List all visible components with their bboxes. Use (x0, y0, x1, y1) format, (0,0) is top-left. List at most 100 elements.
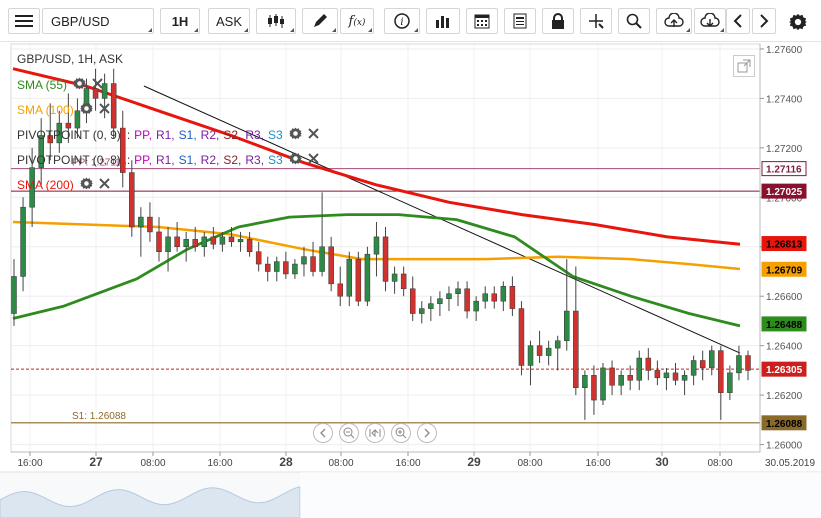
pivot-pp-label: PP: 1.27116 (72, 158, 127, 169)
price-tag-bg (761, 183, 807, 199)
candle-body (709, 350, 715, 369)
candle-body (255, 251, 262, 265)
candle (283, 251, 289, 279)
candle-body (156, 231, 162, 252)
close-icon[interactable] (98, 103, 110, 117)
candle-body (428, 303, 434, 309)
candle-body (47, 135, 53, 144)
candle-body (545, 347, 552, 356)
gear-icon[interactable] (79, 177, 93, 193)
menu-icon[interactable] (8, 8, 40, 34)
candle (654, 360, 661, 386)
candle (301, 246, 307, 277)
close-icon[interactable] (308, 153, 319, 167)
candle (310, 241, 316, 277)
close-icon[interactable] (98, 178, 110, 192)
candle (292, 259, 298, 279)
candle (709, 345, 715, 376)
price-tag-bg (761, 261, 807, 277)
settings-button[interactable] (786, 10, 810, 34)
time-tick-label: 08:00 (707, 458, 732, 469)
candle-body (74, 110, 81, 129)
candle (129, 160, 135, 237)
price-tag-bg (761, 361, 807, 377)
time-tick-label: 16:00 (585, 458, 610, 469)
calendar-button[interactable] (466, 8, 498, 34)
close-icon[interactable] (308, 128, 319, 142)
lock-icon (552, 13, 564, 29)
upload-button[interactable] (656, 8, 692, 34)
sma-200-line (12, 67, 741, 246)
price-tick-label: 1.26200 (766, 391, 803, 402)
candle-body (29, 167, 35, 208)
indicators-button[interactable]: f(x) (340, 8, 374, 34)
symbol-selector[interactable]: GBP/USD (42, 8, 154, 34)
time-tick-label: 27 (89, 455, 103, 469)
candle (636, 350, 643, 391)
candle (156, 217, 162, 262)
time-axis[interactable]: 16:00 27 08:00 16:00 28 08:00 16:00 29 08:00 16:0… (11, 451, 815, 469)
candle (464, 281, 470, 319)
gear-icon[interactable] (73, 77, 87, 93)
scroll-forward-button[interactable] (417, 423, 437, 443)
price-side-selector[interactable]: ASK (208, 8, 250, 34)
candle-body (582, 375, 588, 388)
chevron-left-icon (733, 14, 742, 28)
zoom-in-button[interactable] (391, 423, 411, 443)
price-tag-bg (761, 316, 807, 332)
candle (482, 286, 488, 309)
candle (428, 296, 434, 321)
timeframe-label: 1H (171, 13, 189, 29)
candle-body (237, 239, 244, 243)
legend-pivot-8: PIVOTPOINT (0, 8) : PP, R1, S1, R2, S2, R3, S3 (17, 152, 319, 168)
gear-icon[interactable] (288, 152, 302, 168)
candle-body (473, 300, 479, 312)
volume-button[interactable] (426, 8, 460, 34)
sma-200-label: SMA (200) (17, 178, 74, 192)
candle-body (147, 216, 153, 233)
candle-body (264, 263, 271, 272)
candle-body (446, 293, 452, 299)
price-tag: 1.26088 (761, 415, 807, 431)
lock-button[interactable] (542, 8, 574, 34)
expand-button[interactable] (733, 55, 755, 77)
reset-zoom-button[interactable] (365, 423, 385, 443)
pivot-level-r3: R3, (245, 128, 265, 142)
drawing-tools-button[interactable] (302, 8, 338, 34)
candle (672, 362, 679, 386)
pivot-level-pp: PP, (134, 153, 152, 167)
candle-body (92, 88, 99, 99)
price-tick-label: 1.27400 (766, 94, 803, 105)
download-button[interactable] (694, 8, 726, 34)
candle-body (509, 286, 516, 309)
scroll-left-button[interactable] (726, 8, 750, 34)
crosshair-button[interactable] (580, 8, 612, 34)
candle-body (20, 206, 26, 277)
time-tick-label: 08:00 (140, 458, 165, 469)
timeframe-selector[interactable]: 1H (160, 8, 200, 34)
gear-icon[interactable] (79, 102, 93, 118)
bar-chart-icon (436, 16, 449, 28)
scroll-back-button[interactable] (313, 423, 333, 443)
legend-sma-55: SMA (55) (17, 77, 103, 93)
close-icon[interactable] (92, 78, 103, 92)
candle (554, 335, 561, 371)
candle-body (165, 236, 171, 252)
zoom-out-button[interactable] (339, 423, 359, 443)
time-tick-label: 16:00 (17, 458, 42, 469)
document-icon (513, 13, 527, 29)
sma-55-label: SMA (55) (17, 78, 68, 92)
zoom-button[interactable] (618, 8, 650, 34)
candle-body (409, 288, 416, 314)
pivot-level-s2: S2, (223, 128, 242, 142)
candle-body (373, 236, 380, 255)
chart-type-button[interactable] (256, 8, 296, 34)
info-button[interactable]: i (384, 8, 420, 34)
navigator-minimap[interactable] (0, 471, 821, 518)
candle (600, 362, 606, 406)
scroll-right-button[interactable] (752, 8, 776, 34)
news-button[interactable] (504, 8, 536, 34)
candle (364, 246, 371, 307)
gear-icon[interactable] (288, 127, 302, 143)
